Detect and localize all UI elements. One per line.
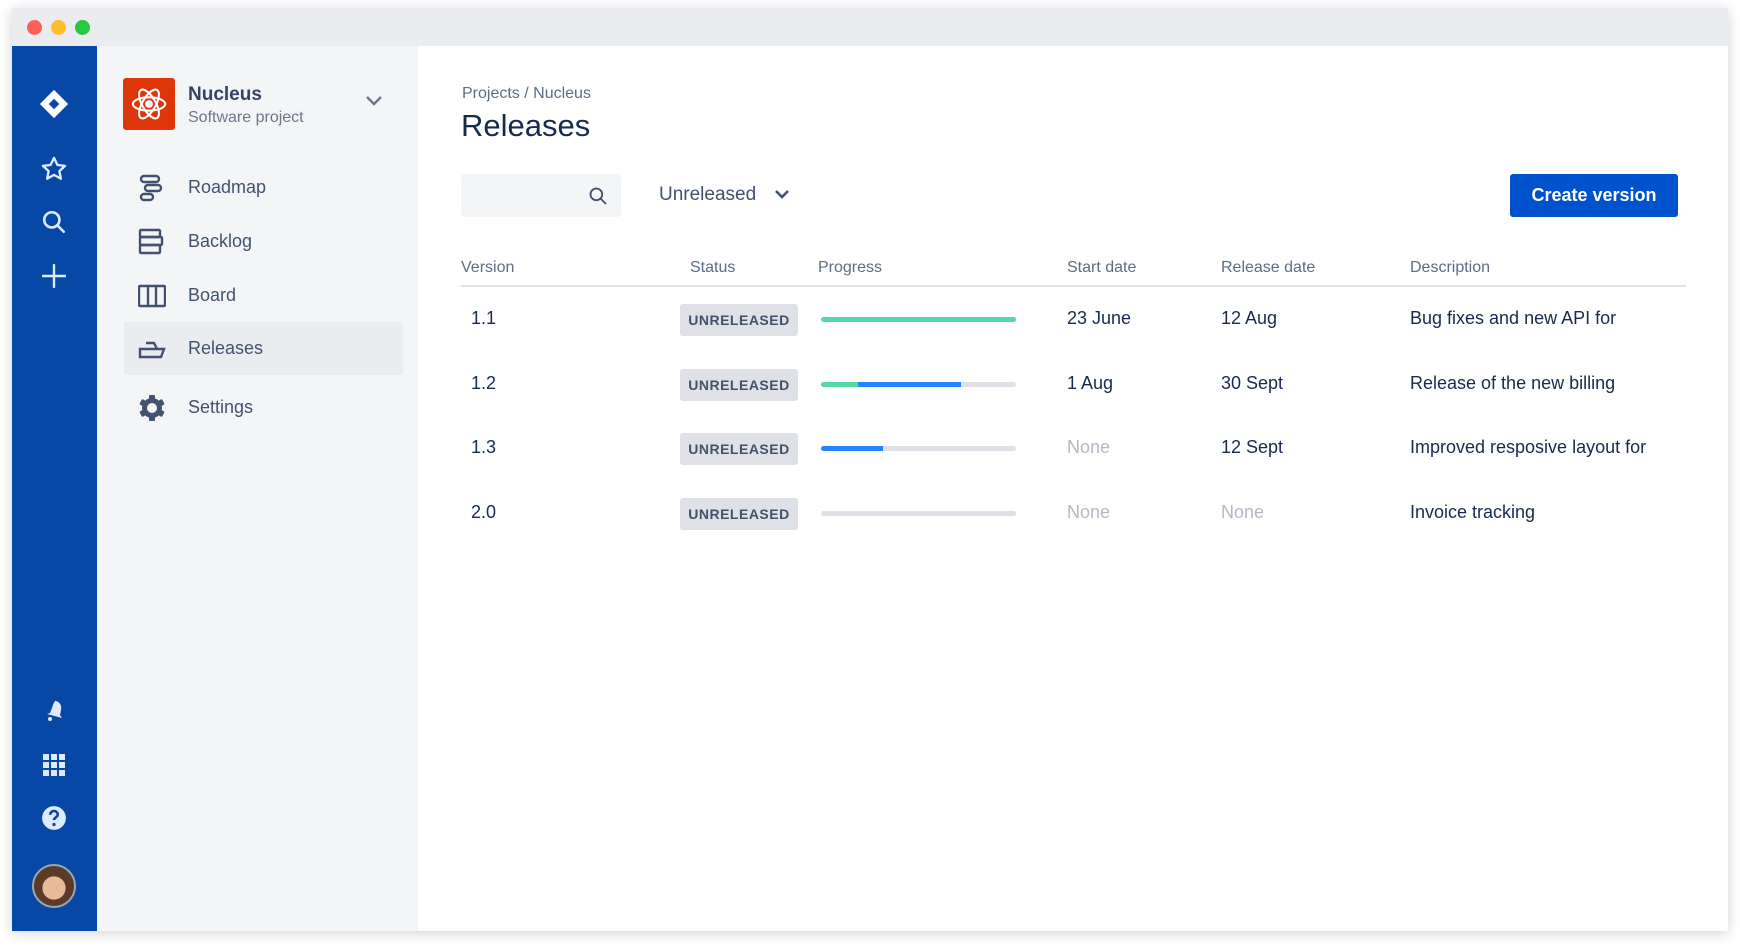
sidebar-item-label: Roadmap bbox=[188, 177, 267, 197]
project-sidebar: Nucleus Software project Roadmap Backlog… bbox=[97, 46, 418, 931]
description: Release of the new billing bbox=[1410, 373, 1616, 393]
gear-icon bbox=[139, 395, 165, 421]
title-bar bbox=[12, 8, 1728, 46]
version-link[interactable]: 1.1 bbox=[471, 308, 497, 328]
progress-bar bbox=[821, 446, 1016, 451]
atom-icon bbox=[123, 78, 175, 130]
status-badge: UNRELEASED bbox=[680, 433, 798, 465]
search-icon bbox=[589, 187, 607, 205]
column-header-version[interactable]: Version bbox=[461, 259, 515, 276]
progress-done-segment bbox=[821, 317, 1016, 322]
start-date: None bbox=[1067, 437, 1111, 457]
progress-bar bbox=[821, 382, 1016, 387]
progress-in-progress-segment bbox=[858, 382, 962, 387]
backlog-icon bbox=[138, 228, 164, 255]
chevron-down-icon bbox=[775, 190, 790, 200]
sidebar-item-roadmap[interactable]: Roadmap bbox=[124, 161, 403, 214]
release-date: 30 Sept bbox=[1221, 373, 1284, 393]
version-link[interactable]: 1.2 bbox=[471, 373, 497, 393]
search-input[interactable] bbox=[461, 174, 621, 217]
close-window-button[interactable] bbox=[27, 20, 42, 35]
start-date: 1 Aug bbox=[1067, 373, 1114, 393]
column-header-start-date[interactable]: Start date bbox=[1067, 259, 1137, 276]
version-link[interactable]: 1.3 bbox=[471, 437, 497, 457]
app-window: Nucleus Software project Roadmap Backlog… bbox=[12, 8, 1728, 931]
progress-bar bbox=[821, 511, 1016, 516]
progress-done-segment bbox=[821, 382, 859, 387]
roadmap-icon bbox=[139, 174, 163, 202]
release-date: 12 Aug bbox=[1221, 308, 1278, 328]
notification-bell-icon[interactable] bbox=[39, 696, 69, 726]
status-badge: UNRELEASED bbox=[680, 304, 798, 336]
page-title: Releases bbox=[461, 108, 591, 143]
chevron-down-icon[interactable] bbox=[365, 94, 383, 112]
avatar[interactable] bbox=[32, 864, 76, 908]
description: Improved resposive layout for bbox=[1410, 437, 1647, 457]
column-header-release-date[interactable]: Release date bbox=[1221, 259, 1316, 276]
description: Invoice tracking bbox=[1410, 502, 1536, 522]
status-badge: UNRELEASED bbox=[680, 369, 798, 401]
filter-value: Unreleased bbox=[659, 184, 757, 205]
maximize-window-button[interactable] bbox=[75, 20, 90, 35]
sidebar-item-label: Settings bbox=[188, 397, 254, 417]
column-header-status[interactable]: Status bbox=[690, 259, 736, 276]
column-header-description[interactable]: Description bbox=[1410, 259, 1491, 276]
sidebar-item-label: Backlog bbox=[188, 231, 253, 251]
sidebar-item-backlog[interactable]: Backlog bbox=[124, 215, 403, 268]
start-date: 23 June bbox=[1067, 308, 1132, 328]
release-date: None bbox=[1221, 502, 1265, 522]
sidebar-item-label: Releases bbox=[188, 338, 264, 358]
progress-in-progress-segment bbox=[821, 446, 884, 451]
app-switcher-grid-icon[interactable] bbox=[39, 750, 69, 780]
status-badge: UNRELEASED bbox=[680, 498, 798, 530]
search-icon[interactable] bbox=[39, 207, 69, 237]
board-icon bbox=[138, 284, 166, 308]
minimize-window-button[interactable] bbox=[51, 20, 66, 35]
release-date: 12 Sept bbox=[1221, 437, 1284, 457]
help-icon[interactable] bbox=[39, 803, 69, 833]
create-version-button[interactable]: Create version bbox=[1510, 174, 1678, 217]
sidebar-item-settings[interactable]: Settings bbox=[124, 381, 403, 434]
breadcrumb[interactable]: Projects / Nucleus bbox=[462, 85, 591, 102]
progress-bar bbox=[821, 317, 1016, 322]
description: Bug fixes and new API for bbox=[1410, 308, 1617, 328]
start-date: None bbox=[1067, 502, 1111, 522]
jira-logo-icon[interactable] bbox=[39, 89, 69, 119]
sidebar-item-label: Board bbox=[188, 285, 237, 305]
main-content: Projects / Nucleus Releases Unreleased C… bbox=[418, 46, 1728, 931]
header-divider bbox=[461, 285, 1686, 287]
release-status-filter[interactable]: Unreleased bbox=[659, 184, 790, 206]
ship-icon bbox=[138, 341, 166, 359]
plus-icon[interactable] bbox=[39, 261, 69, 291]
version-link[interactable]: 2.0 bbox=[471, 502, 497, 522]
sidebar-item-board[interactable]: Board bbox=[124, 269, 403, 322]
sidebar-item-releases[interactable]: Releases bbox=[124, 322, 403, 375]
project-type: Software project bbox=[188, 109, 304, 126]
project-name: Nucleus bbox=[188, 84, 262, 105]
column-header-progress[interactable]: Progress bbox=[818, 259, 883, 276]
global-nav bbox=[12, 46, 97, 931]
star-icon[interactable] bbox=[39, 154, 69, 184]
